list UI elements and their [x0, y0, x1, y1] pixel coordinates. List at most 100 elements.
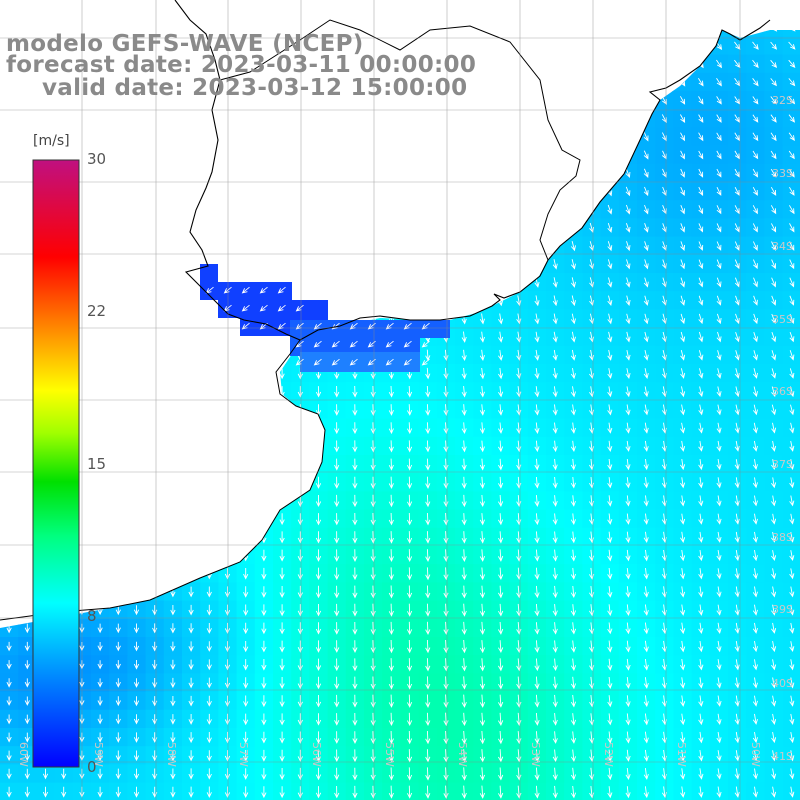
- wind-cell: [637, 30, 656, 37]
- wind-cell: [400, 30, 420, 37]
- wind-arrow: [643, 277, 649, 288]
- wind-arrow: [334, 476, 340, 489]
- wind-arrow: [698, 404, 704, 416]
- wind-arrow: [6, 76, 12, 88]
- wind-arrow: [224, 622, 231, 634]
- wind-arrow: [788, 59, 796, 68]
- wind-arrow: [443, 131, 449, 143]
- wind-cell: [163, 327, 183, 347]
- wind-arrow: [498, 712, 504, 727]
- wind-arrow: [698, 659, 704, 671]
- wind-cell: [91, 400, 110, 420]
- wind-arrow: [789, 531, 795, 543]
- wind-cell: [309, 182, 329, 201]
- wind-arrow: [479, 494, 485, 508]
- wind-arrow: [243, 240, 249, 252]
- wind-cell: [655, 30, 674, 37]
- wind-arrow: [6, 605, 12, 616]
- wind-arrow: [479, 367, 485, 380]
- wind-cell: [163, 127, 183, 147]
- wind-arrow: [279, 476, 285, 489]
- wind-arrow: [443, 277, 449, 289]
- wind-cell: [182, 455, 201, 474]
- wind-arrow: [680, 531, 686, 544]
- wind-cell: [509, 218, 529, 238]
- wind-arrow: [698, 350, 704, 361]
- wind-cell: [673, 30, 693, 37]
- wind-arrow: [552, 458, 558, 471]
- wind-cell: [364, 109, 383, 128]
- wind-arrow: [516, 567, 522, 580]
- wind-arrow: [206, 495, 212, 507]
- wind-cell: [291, 0, 310, 19]
- wind-cell: [91, 509, 110, 529]
- wind-arrow: [607, 277, 613, 288]
- wind-arrow: [425, 422, 431, 435]
- wind-arrow: [370, 585, 376, 599]
- wind-cell: [163, 291, 183, 310]
- wind-arrow: [534, 331, 540, 343]
- wind-cell: [91, 127, 110, 147]
- wind-arrow: [498, 440, 504, 453]
- wind-arrow: [279, 422, 285, 434]
- wind-arrow: [170, 258, 176, 270]
- wind-cell: [127, 273, 147, 292]
- wind-arrow: [443, 422, 449, 435]
- wind-cell: [182, 564, 201, 583]
- latitude-label: 35S: [772, 313, 793, 326]
- wind-cell: [145, 127, 165, 147]
- wind-cell: [782, 345, 800, 365]
- wind-arrow: [279, 731, 285, 744]
- wind-arrow: [297, 622, 303, 635]
- wind-cell: [436, 163, 456, 183]
- wind-cell: [546, 145, 565, 165]
- wind-arrow: [97, 204, 103, 216]
- wind-cell: [109, 182, 128, 201]
- wind-arrow: [115, 550, 121, 562]
- wind-arrow: [261, 167, 267, 179]
- wind-cell: [109, 582, 128, 602]
- wind-cell: [436, 127, 456, 147]
- wind-arrow: [498, 149, 504, 161]
- wind-arrow: [716, 350, 722, 361]
- wind-arrow: [297, 240, 303, 252]
- wind-cell: [254, 345, 274, 365]
- wind-arrow: [42, 149, 49, 161]
- wind-arrow: [243, 386, 249, 398]
- wind-cell: [55, 0, 74, 19]
- wind-arrow: [698, 77, 704, 87]
- wind-arrow: [352, 549, 358, 562]
- wind-cell: [91, 345, 110, 365]
- wind-arrow: [352, 476, 358, 489]
- wind-cell: [0, 236, 19, 256]
- wind-arrow: [24, 605, 30, 616]
- wind-arrow: [352, 585, 358, 599]
- wind-arrow: [534, 640, 540, 653]
- wind-arrow: [552, 767, 558, 781]
- wind-cell: [0, 509, 19, 529]
- wind-arrow: [133, 258, 140, 270]
- rio-de-la-plata-field: [200, 264, 450, 372]
- wind-cell: [109, 291, 128, 310]
- wind-cell: [382, 127, 401, 147]
- wind-arrow: [115, 660, 121, 670]
- wind-cell: [455, 254, 474, 274]
- wind-arrow: [24, 440, 30, 452]
- wind-arrow: [643, 132, 649, 142]
- wind-cell: [109, 345, 128, 365]
- wind-arrow: [133, 349, 140, 361]
- wind-arrow: [115, 641, 121, 652]
- wind-cell: [163, 109, 183, 128]
- wind-arrow: [552, 77, 558, 88]
- wind-arrow: [643, 331, 649, 343]
- wind-arrow: [243, 458, 249, 471]
- wind-cell: [127, 309, 147, 329]
- wind-arrow: [716, 313, 722, 325]
- wind-arrow: [498, 386, 504, 398]
- wind-arrow: [261, 404, 267, 416]
- wind-arrow: [516, 367, 522, 380]
- wind-arrow: [334, 640, 340, 653]
- wind-arrow: [570, 531, 576, 544]
- wind-arrow: [570, 749, 577, 763]
- wind-arrow: [334, 240, 340, 252]
